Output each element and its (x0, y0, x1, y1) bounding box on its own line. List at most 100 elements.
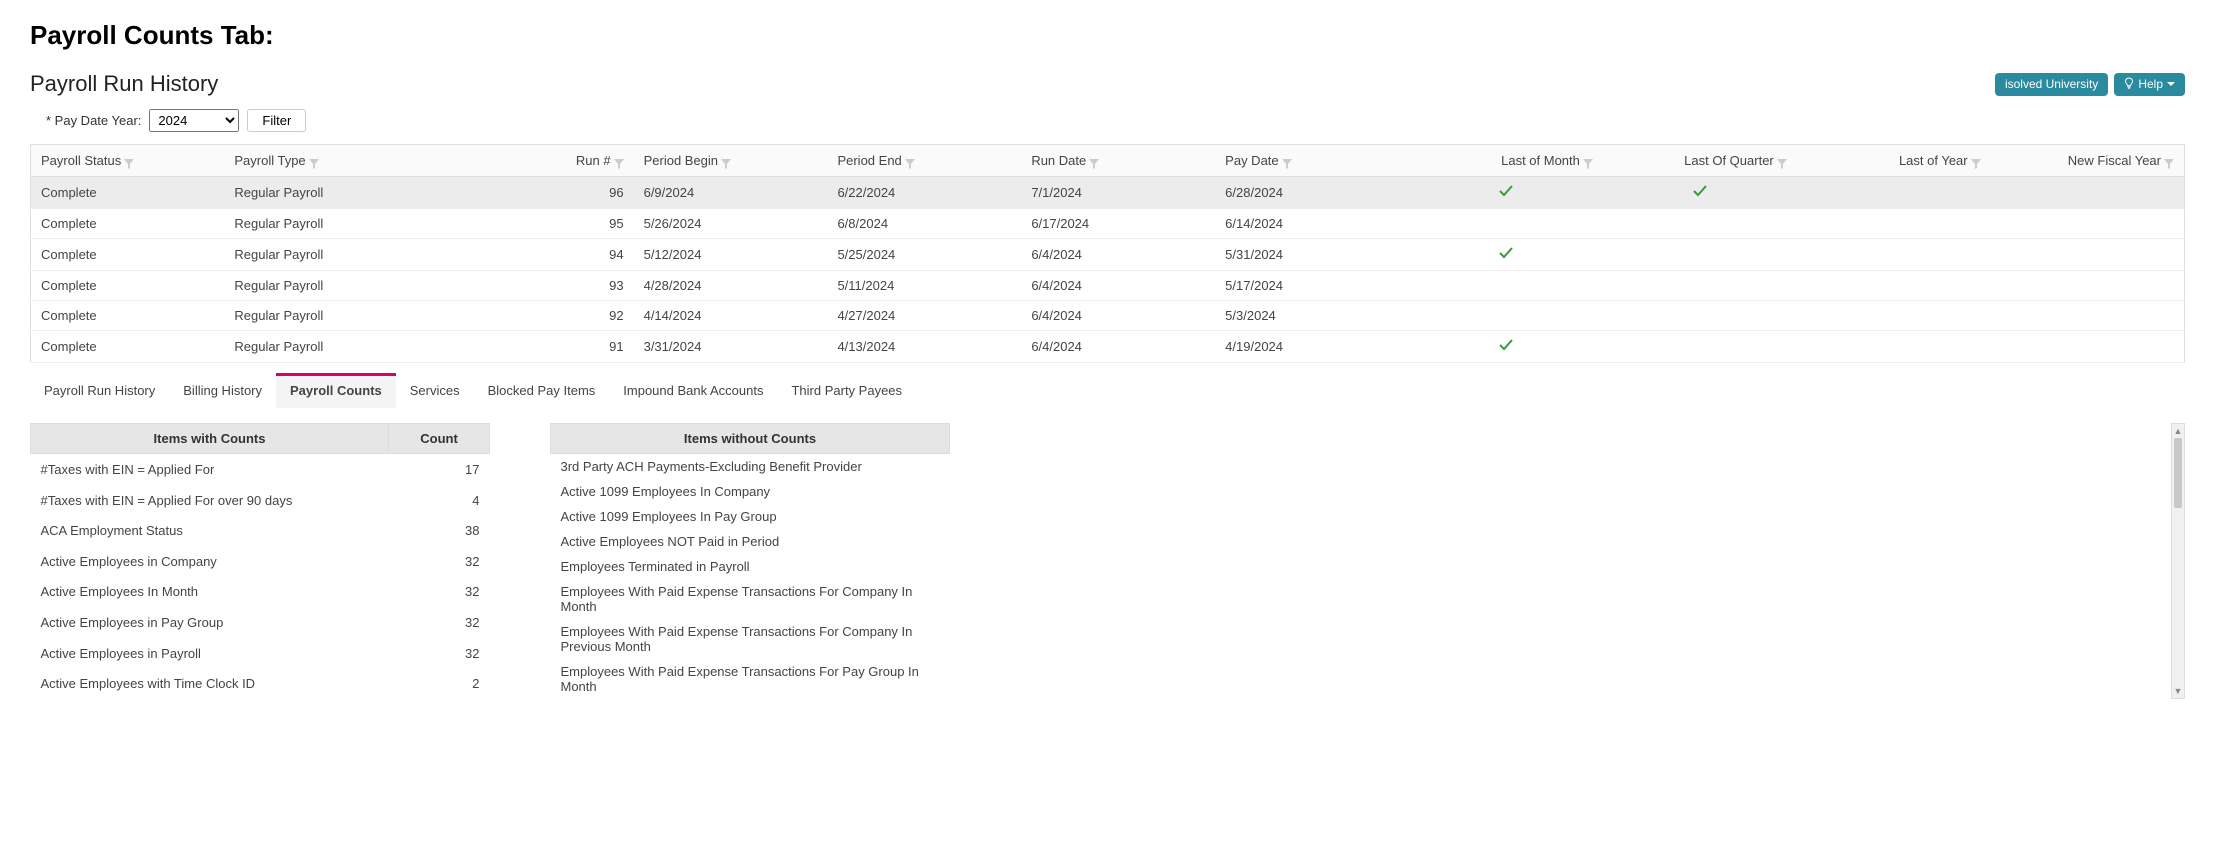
items-with-counts-table: Items with Counts Count #Taxes with EIN … (30, 423, 490, 699)
counts-row[interactable]: Active Employees In Month32 (31, 577, 490, 608)
cell-paydate: 4/19/2024 (1215, 331, 1409, 363)
tab-payroll-run-history[interactable]: Payroll Run History (30, 373, 169, 408)
table-row[interactable]: CompleteRegular Payroll924/14/20244/27/2… (31, 301, 2185, 331)
counts-value: 32 (389, 638, 490, 669)
counts-label: Active Employees in Payroll (31, 638, 389, 669)
counts-label: ACA Employment Status (31, 515, 389, 546)
items-without-counts-table: Items without Counts 3rd Party ACH Payme… (550, 423, 950, 699)
nocounts-row[interactable]: Active Employees NOT Paid in Period (551, 529, 950, 554)
cell-run: 92 (483, 301, 634, 331)
cell-status: Complete (31, 209, 225, 239)
cell-begin: 3/31/2024 (634, 331, 828, 363)
col-run-number[interactable]: Run # (483, 145, 634, 177)
col-period-end[interactable]: Period End (827, 145, 1021, 177)
nocounts-row[interactable]: 3rd Party ACH Payments-Excluding Benefit… (551, 454, 950, 480)
cell-lastyear (1797, 209, 1991, 239)
filter-icon (2164, 157, 2174, 167)
col-payroll-status[interactable]: Payroll Status (31, 145, 225, 177)
nocounts-label: Active 1099 Employees In Company (551, 479, 950, 504)
cell-paydate: 5/31/2024 (1215, 239, 1409, 271)
cell-lastyear (1797, 239, 1991, 271)
cell-run: 96 (483, 177, 634, 209)
counts-value: 32 (389, 546, 490, 577)
cell-type: Regular Payroll (224, 209, 482, 239)
counts-header-item: Items with Counts (31, 424, 389, 454)
nocounts-row[interactable]: Active 1099 Employees In Pay Group (551, 504, 950, 529)
cell-type: Regular Payroll (224, 177, 482, 209)
isolved-university-button[interactable]: isolved University (1995, 73, 2108, 96)
nocounts-row[interactable]: Employees Terminated in Payroll (551, 554, 950, 579)
nocounts-row[interactable]: Employees With Paid Expense Transactions… (551, 619, 950, 659)
tab-impound-bank-accounts[interactable]: Impound Bank Accounts (609, 373, 777, 408)
cell-status: Complete (31, 239, 225, 271)
cell-status: Complete (31, 177, 225, 209)
cell-run: 91 (483, 331, 634, 363)
cell-lastmonth (1409, 239, 1603, 271)
cell-newfy (1991, 177, 2185, 209)
tab-billing-history[interactable]: Billing History (169, 373, 276, 408)
col-payroll-type[interactable]: Payroll Type (224, 145, 482, 177)
counts-row[interactable]: #Taxes with EIN = Applied For over 90 da… (31, 485, 490, 516)
filter-button[interactable]: Filter (247, 109, 306, 132)
cell-rundate: 6/4/2024 (1021, 271, 1215, 301)
nocounts-label: Employees Terminated in Payroll (551, 554, 950, 579)
pay-date-year-label: * Pay Date Year: (46, 113, 141, 128)
check-icon (1693, 184, 1707, 201)
university-label: isolved University (2005, 77, 2098, 91)
table-row[interactable]: CompleteRegular Payroll945/12/20245/25/2… (31, 239, 2185, 271)
pay-date-year-select[interactable]: 2024 (149, 109, 239, 132)
col-pay-date[interactable]: Pay Date (1215, 145, 1409, 177)
col-run-date[interactable]: Run Date (1021, 145, 1215, 177)
check-icon (1499, 246, 1513, 263)
cell-rundate: 6/17/2024 (1021, 209, 1215, 239)
tab-third-party-payees[interactable]: Third Party Payees (777, 373, 916, 408)
cell-newfy (1991, 301, 2185, 331)
cell-newfy (1991, 331, 2185, 363)
nocounts-row[interactable]: Employees With Paid Expense Transactions… (551, 579, 950, 619)
table-row[interactable]: CompleteRegular Payroll966/9/20246/22/20… (31, 177, 2185, 209)
cell-begin: 4/14/2024 (634, 301, 828, 331)
counts-value: 4 (389, 485, 490, 516)
col-last-year[interactable]: Last of Year (1797, 145, 1991, 177)
scroll-thumb[interactable] (2174, 438, 2182, 508)
tab-payroll-counts[interactable]: Payroll Counts (276, 373, 396, 408)
counts-row[interactable]: #Taxes with EIN = Applied For17 (31, 454, 490, 485)
nocounts-label: Active Employees NOT Paid in Period (551, 529, 950, 554)
cell-rundate: 6/4/2024 (1021, 331, 1215, 363)
nocounts-row[interactable]: Employees With Paid Expense Transactions… (551, 659, 950, 699)
tabs: Payroll Run HistoryBilling HistoryPayrol… (30, 373, 2185, 409)
col-period-begin[interactable]: Period Begin (634, 145, 828, 177)
cell-lastquarter (1603, 209, 1797, 239)
col-last-quarter[interactable]: Last Of Quarter (1603, 145, 1797, 177)
table-row[interactable]: CompleteRegular Payroll934/28/20245/11/2… (31, 271, 2185, 301)
cell-paydate: 5/3/2024 (1215, 301, 1409, 331)
main-heading: Payroll Counts Tab: (30, 20, 2205, 51)
table-row[interactable]: CompleteRegular Payroll913/31/20244/13/2… (31, 331, 2185, 363)
cell-lastyear (1797, 177, 1991, 209)
counts-row[interactable]: Active Employees in Payroll32 (31, 638, 490, 669)
table-row[interactable]: CompleteRegular Payroll955/26/20246/8/20… (31, 209, 2185, 239)
col-last-month[interactable]: Last of Month (1409, 145, 1603, 177)
scroll-up-icon: ▲ (2172, 424, 2184, 438)
cell-type: Regular Payroll (224, 271, 482, 301)
check-icon (1499, 184, 1513, 201)
counts-row[interactable]: Active Employees with Time Clock ID2 (31, 668, 490, 699)
col-new-fiscal-year[interactable]: New Fiscal Year (1991, 145, 2185, 177)
nocounts-row[interactable]: Active 1099 Employees In Company (551, 479, 950, 504)
counts-row[interactable]: ACA Employment Status38 (31, 515, 490, 546)
filter-icon (1583, 157, 1593, 167)
cell-lastquarter (1603, 271, 1797, 301)
tab-blocked-pay-items[interactable]: Blocked Pay Items (474, 373, 610, 408)
filter-icon (309, 157, 319, 167)
vertical-scrollbar[interactable]: ▲ ▼ (2171, 423, 2185, 699)
help-button[interactable]: Help (2114, 73, 2185, 96)
nocounts-label: Employees With Paid Expense Transactions… (551, 579, 950, 619)
counts-row[interactable]: Active Employees in Company32 (31, 546, 490, 577)
counts-row[interactable]: Active Employees in Pay Group32 (31, 607, 490, 638)
counts-header-count: Count (389, 424, 490, 454)
cell-status: Complete (31, 301, 225, 331)
tab-services[interactable]: Services (396, 373, 474, 408)
cell-lastyear (1797, 271, 1991, 301)
cell-newfy (1991, 271, 2185, 301)
cell-end: 5/25/2024 (827, 239, 1021, 271)
